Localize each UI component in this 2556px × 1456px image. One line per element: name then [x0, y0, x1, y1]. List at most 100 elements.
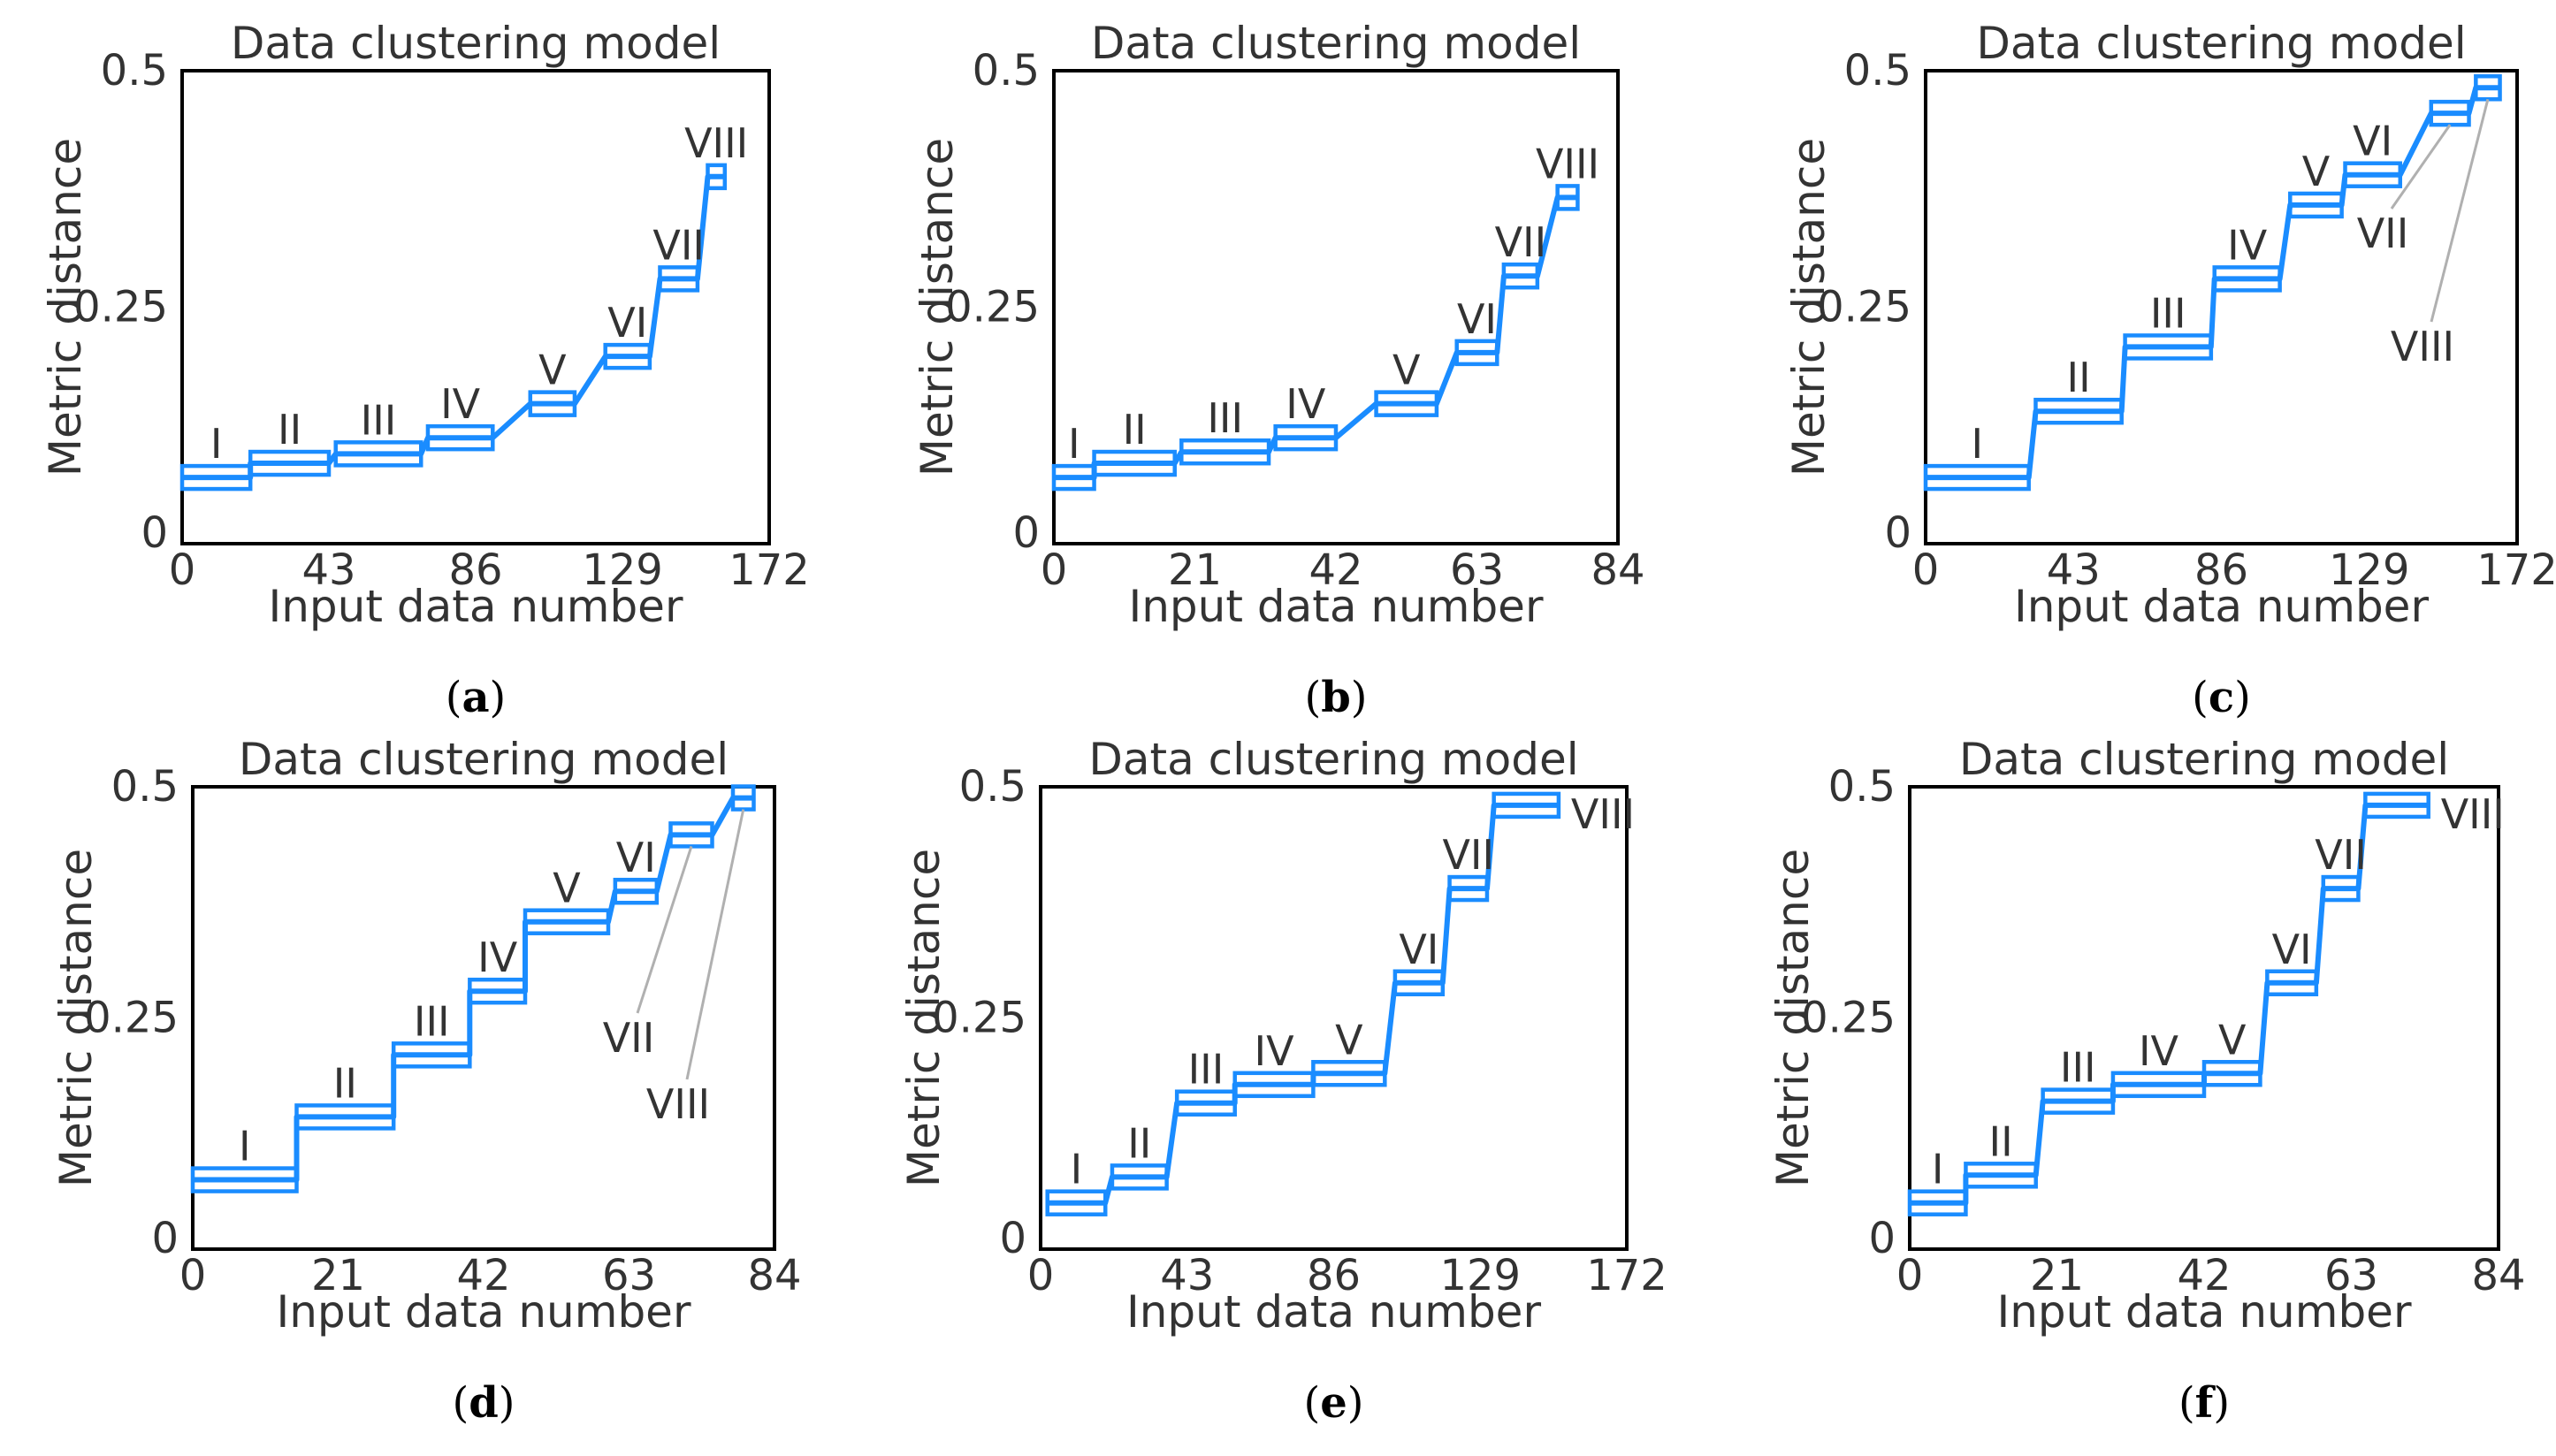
cluster-box [248, 449, 332, 477]
leader-line [2390, 124, 2452, 210]
x-tick-label: 0 [179, 1251, 207, 1300]
y-tick-label: 0.5 [101, 46, 168, 95]
cluster-label: IV [1255, 1027, 1295, 1075]
panel-label: (e) [1303, 1378, 1363, 1428]
cluster-box [2265, 969, 2319, 997]
x-tick-label: 63 [2324, 1251, 2378, 1300]
y-tick-label: 0.25 [84, 994, 179, 1043]
chart-panel-b: Data clustering model 0 0.25 0.5 0 21 42 63 84 In… [912, 18, 1645, 722]
x-tick-label: 0 [169, 545, 196, 595]
x-tick-label: 172 [729, 545, 810, 595]
cluster-box [1907, 1189, 1968, 1216]
cluster-box [1923, 463, 2031, 492]
chart-title: Data clustering model [1976, 18, 2466, 69]
cluster-label: II [333, 1059, 357, 1107]
y-axis-label: Metric distance [1783, 138, 1835, 476]
cluster-label: II [1989, 1117, 2013, 1165]
cluster-label: I [1932, 1146, 1944, 1193]
y-tick-label: 0.25 [1801, 994, 1896, 1043]
cluster-label: VIII [646, 1080, 710, 1128]
cluster-box [179, 463, 253, 492]
y-axis-label: Metric distance [40, 138, 91, 476]
plot-frame [1039, 785, 1629, 1251]
chart-title: Data clustering model [1091, 18, 1581, 69]
cluster-label: I [239, 1123, 251, 1170]
x-tick-label: 0 [1027, 1251, 1055, 1300]
cluster-label: I [210, 420, 223, 468]
x-tick-label: 21 [2030, 1251, 2084, 1300]
cluster-box [1964, 1162, 2038, 1189]
cluster-box [468, 977, 528, 1005]
x-axis-label: Input data number [1126, 1286, 1541, 1338]
cluster-box [1179, 438, 1271, 466]
cluster-label: IV [440, 380, 481, 428]
y-axis-label: Metric distance [898, 849, 950, 1187]
x-tick-label: 21 [1168, 545, 1222, 595]
cluster-label: III [361, 396, 397, 444]
panel-label-open: ( [452, 1378, 469, 1428]
x-tick-label: 42 [1309, 545, 1362, 595]
cluster-label: V [2218, 1016, 2247, 1063]
cluster-label: VIII [2441, 790, 2505, 838]
cluster-label: III [1188, 1046, 1225, 1094]
cluster-label: VIII [2391, 323, 2454, 370]
cluster-box [2041, 1087, 2116, 1115]
x-tick-label: 86 [448, 545, 502, 595]
cluster-box [1051, 463, 1096, 492]
cluster-label: VIII [1571, 790, 1635, 838]
y-tick-label: 0.5 [1844, 46, 1911, 95]
cluster-box [2212, 265, 2282, 293]
x-tick-label: 0 [1896, 1251, 1924, 1300]
y-tick-label: 0.5 [1828, 762, 1896, 812]
cluster-box [528, 390, 577, 417]
cluster-label: VI [607, 299, 647, 347]
plot-frame [1052, 69, 1620, 545]
cluster-label: I [1068, 420, 1080, 468]
x-tick-label: 86 [1307, 1251, 1361, 1300]
panel-label-letter: e [1320, 1378, 1347, 1428]
panel-label: (b) [1304, 673, 1367, 722]
cluster-box [523, 908, 611, 935]
panel-label: (d) [452, 1378, 515, 1428]
y-tick-label: 0.25 [73, 283, 168, 332]
cluster-box [2201, 1060, 2262, 1087]
cluster-label: V [2302, 148, 2331, 195]
cluster-label: VII [1442, 831, 1494, 879]
x-tick-label: 43 [1160, 1251, 1214, 1300]
cluster-label: VI [2353, 118, 2392, 165]
y-tick-label: 0 [151, 1214, 179, 1263]
cluster-box [658, 265, 700, 293]
x-tick-label: 86 [2194, 545, 2248, 595]
x-tick-label: 84 [747, 1251, 801, 1300]
cluster-box [391, 1041, 472, 1069]
cluster-label: V [1392, 347, 1421, 394]
y-tick-label: 0 [141, 508, 168, 558]
panel-label-letter: c [2209, 673, 2234, 722]
chart-panel-d: Data clustering model 0 0.25 0.5 0 21 42 63 84 In… [50, 734, 802, 1428]
chart-title: Data clustering model [1088, 734, 1578, 785]
cluster-box [190, 1166, 299, 1193]
cluster-label: VIII [1536, 140, 1599, 187]
x-axis-label: Input data number [268, 581, 683, 632]
cluster-label: V [553, 865, 581, 912]
cluster-box [294, 1103, 396, 1131]
panel-label-close: ) [490, 673, 507, 722]
x-axis-label: Input data number [2014, 581, 2429, 632]
cluster-label: II [1127, 1119, 1151, 1167]
leader-line [2430, 98, 2490, 323]
x-tick-label: 0 [1912, 545, 1940, 595]
cluster-label: VI [2272, 926, 2312, 973]
y-tick-label: 0.25 [945, 283, 1040, 332]
cluster-label: VII [1495, 218, 1547, 266]
cluster-box [1110, 1163, 1169, 1191]
plot-frame [180, 69, 771, 545]
y-tick-label: 0 [1012, 508, 1040, 558]
y-tick-label: 0.5 [959, 762, 1026, 812]
cluster-label: VI [1399, 926, 1438, 973]
cluster-label: VI [616, 834, 656, 881]
cluster-box [2343, 161, 2403, 188]
chart-panel-e: Data clustering model 0 0.25 0.5 0 43 86 129 172… [898, 734, 1667, 1428]
cluster-box [1492, 791, 1561, 819]
cluster-label: III [1207, 394, 1243, 442]
